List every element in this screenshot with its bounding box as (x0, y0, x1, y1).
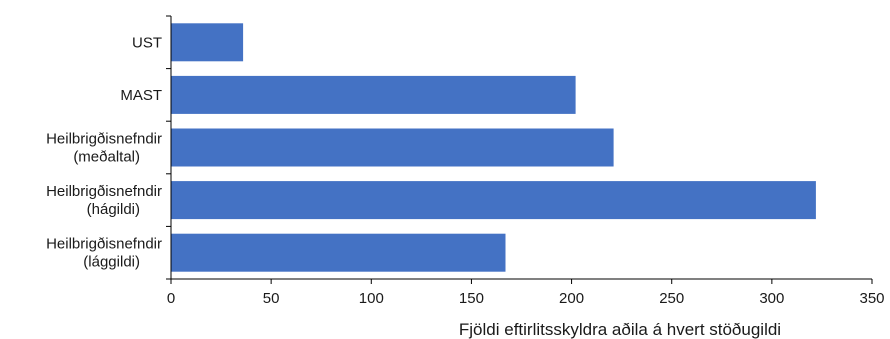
category-label-1-line-0: MAST (120, 87, 162, 104)
x-tick-label-6: 300 (759, 290, 784, 307)
x-tick-label-2: 100 (359, 290, 384, 307)
category-label-0: UST (132, 34, 162, 51)
x-tick-label-7: 350 (859, 290, 884, 307)
x-tick-label-3: 150 (459, 290, 484, 307)
category-label-4: Heilbrigðisnefndir (lággildi) (46, 236, 162, 271)
category-label-3-line-1: (hágildi) (87, 201, 140, 218)
bars-group (171, 23, 816, 272)
category-label-1: MAST (120, 87, 162, 104)
bar-0 (171, 23, 244, 62)
x-tick-label-5: 250 (659, 290, 684, 307)
category-label-3: Heilbrigðisnefndir (hágildi) (46, 183, 162, 218)
category-label-4-line-1: (lággildi) (83, 254, 140, 271)
x-tick-label-4: 200 (559, 290, 584, 307)
category-label-2-line-0: Heilbrigðisnefndir (46, 131, 162, 148)
bar-4 (171, 233, 506, 272)
x-axis-title: Fjöldi eftirlitsskyldra aðila á hvert st… (459, 320, 781, 339)
bar-2 (171, 128, 614, 167)
x-axis-ticks: 0 50 100 150 200 250 300 350 (167, 279, 885, 307)
category-label-2: Heilbrigðisnefndir (meðaltal) (46, 131, 162, 166)
category-label-4-line-0: Heilbrigðisnefndir (46, 236, 162, 253)
bar-3 (171, 181, 816, 220)
category-label-2-line-1: (meðaltal) (73, 149, 140, 166)
bar-1 (171, 75, 576, 114)
x-tick-label-1: 50 (263, 290, 280, 307)
category-label-0-line-0: UST (132, 34, 162, 51)
category-label-3-line-0: Heilbrigðisnefndir (46, 183, 162, 200)
axes-group (166, 15, 872, 280)
x-tick-label-0: 0 (167, 290, 175, 307)
